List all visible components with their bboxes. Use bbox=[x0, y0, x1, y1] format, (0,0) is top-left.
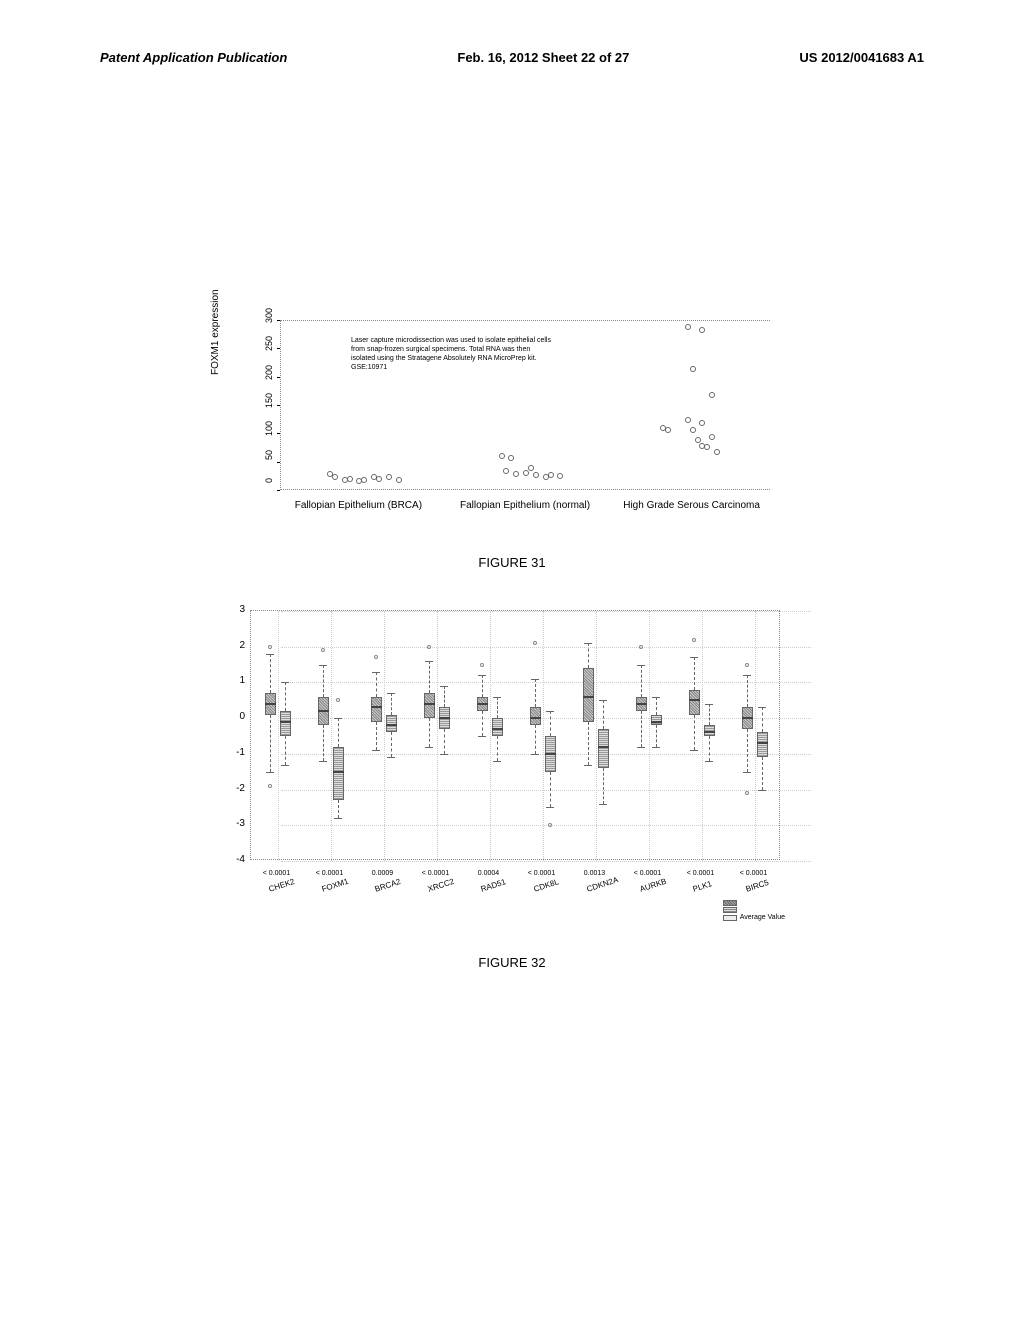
chart2-outlier bbox=[427, 645, 431, 649]
chart2-pvalue: < 0.0001 bbox=[308, 870, 352, 877]
chart1-data-point bbox=[396, 477, 402, 483]
chart2-pvalue: 0.0013 bbox=[573, 870, 617, 877]
chart1-xlabel: Fallopian Epithelium (normal) bbox=[445, 500, 605, 511]
chart1-data-point bbox=[690, 427, 696, 433]
chart2-outlier bbox=[268, 784, 272, 788]
chart2-box bbox=[424, 693, 435, 718]
header-right: US 2012/0041683 A1 bbox=[799, 50, 924, 65]
chart2-xtick: AURKB bbox=[638, 877, 667, 894]
chart1-data-point bbox=[499, 453, 505, 459]
chart1-xlabel: High Grade Serous Carcinoma bbox=[612, 500, 772, 511]
chart2-outlier bbox=[745, 663, 749, 667]
chart2-outlier bbox=[268, 645, 272, 649]
chart1-data-point bbox=[347, 476, 353, 482]
chart2-ytick: 1 bbox=[230, 675, 245, 686]
chart2-outlier bbox=[639, 645, 643, 649]
chart2-legend: Average Value bbox=[723, 900, 785, 922]
figure31-chart: FOXM1 expression Laser capture microdiss… bbox=[230, 320, 790, 520]
chart2-outlier bbox=[321, 648, 325, 652]
chart2-ytick: 2 bbox=[230, 640, 245, 651]
chart2-xtick: BRCA2 bbox=[373, 877, 401, 894]
chart1-data-point bbox=[699, 420, 705, 426]
chart2-outlier bbox=[692, 638, 696, 642]
figure32-label: FIGURE 32 bbox=[0, 955, 1024, 970]
chart2-xtick: BIRC5 bbox=[744, 878, 769, 894]
chart2-box bbox=[598, 729, 609, 768]
page-header: Patent Application Publication Feb. 16, … bbox=[0, 50, 1024, 65]
chart1-caption: Laser capture microdissection was used t… bbox=[351, 336, 551, 372]
chart2-outlier bbox=[480, 663, 484, 667]
chart2-outlier bbox=[745, 791, 749, 795]
figure32-chart: Average Value -4-3-2-10123CHEK2< 0.0001F… bbox=[220, 610, 790, 910]
chart1-data-point bbox=[704, 444, 710, 450]
chart1-plot-area: Laser capture microdissection was used t… bbox=[280, 320, 770, 490]
chart1-ylabel: FOXM1 expression bbox=[210, 289, 221, 375]
chart1-ytick: 200 bbox=[264, 365, 274, 383]
chart2-pvalue: < 0.0001 bbox=[255, 870, 299, 877]
chart2-ytick: -1 bbox=[230, 747, 245, 758]
chart1-data-point bbox=[513, 471, 519, 477]
chart1-ytick: 300 bbox=[264, 308, 274, 326]
chart2-ytick: -4 bbox=[230, 854, 245, 865]
chart2-ytick: -2 bbox=[230, 783, 245, 794]
chart2-xtick: XRCC2 bbox=[426, 877, 455, 894]
chart1-data-point bbox=[523, 470, 529, 476]
chart1-data-point bbox=[685, 417, 691, 423]
chart1-data-point bbox=[508, 455, 514, 461]
chart2-outlier bbox=[374, 655, 378, 659]
chart1-data-point bbox=[386, 474, 392, 480]
chart2-pvalue: 0.0009 bbox=[361, 870, 405, 877]
chart1-data-point bbox=[548, 472, 554, 478]
chart2-xtick: RAD51 bbox=[479, 877, 506, 894]
chart1-data-point bbox=[665, 427, 671, 433]
chart1-data-point bbox=[557, 473, 563, 479]
chart1-data-point bbox=[714, 449, 720, 455]
chart2-xtick: PLK1 bbox=[691, 879, 712, 894]
chart1-ytick: 100 bbox=[264, 421, 274, 439]
header-center: Feb. 16, 2012 Sheet 22 of 27 bbox=[457, 50, 629, 65]
chart2-outlier bbox=[548, 823, 552, 827]
chart1-data-point bbox=[332, 474, 338, 480]
chart2-ytick: 0 bbox=[230, 711, 245, 722]
chart2-pvalue: < 0.0001 bbox=[520, 870, 564, 877]
header-left: Patent Application Publication bbox=[100, 50, 287, 65]
chart1-data-point bbox=[695, 437, 701, 443]
chart1-data-point bbox=[503, 468, 509, 474]
chart1-data-point bbox=[699, 327, 705, 333]
chart2-pvalue: < 0.0001 bbox=[626, 870, 670, 877]
chart2-box bbox=[371, 697, 382, 722]
chart2-box bbox=[757, 732, 768, 757]
chart2-xtick: FOXM1 bbox=[320, 877, 349, 894]
chart2-pvalue: < 0.0001 bbox=[679, 870, 723, 877]
chart1-data-point bbox=[709, 434, 715, 440]
chart1-data-point bbox=[709, 392, 715, 398]
chart1-xlabel: Fallopian Epithelium (BRCA) bbox=[278, 500, 438, 511]
chart2-plot-area bbox=[250, 610, 780, 860]
chart1-ytick: 50 bbox=[264, 450, 274, 468]
chart2-xtick: CHEK2 bbox=[267, 877, 295, 894]
chart2-pvalue: 0.0004 bbox=[467, 870, 511, 877]
chart1-data-point bbox=[528, 465, 534, 471]
chart2-pvalue: < 0.0001 bbox=[732, 870, 776, 877]
chart2-outlier bbox=[533, 641, 537, 645]
chart2-xtick: CDKN2A bbox=[585, 875, 619, 894]
chart2-box bbox=[689, 690, 700, 715]
chart1-data-point bbox=[533, 472, 539, 478]
chart1-ytick: 250 bbox=[264, 336, 274, 354]
chart2-outlier bbox=[336, 698, 340, 702]
chart1-data-point bbox=[685, 324, 691, 330]
chart2-box bbox=[280, 711, 291, 736]
chart2-ytick: 3 bbox=[230, 604, 245, 615]
chart1-data-point bbox=[376, 476, 382, 482]
chart2-pvalue: < 0.0001 bbox=[414, 870, 458, 877]
chart1-data-point bbox=[690, 366, 696, 372]
chart1-ytick: 0 bbox=[264, 478, 274, 496]
chart2-xtick: CDK8L bbox=[532, 877, 559, 894]
chart2-ytick: -3 bbox=[230, 818, 245, 829]
figure31-label: FIGURE 31 bbox=[0, 555, 1024, 570]
chart2-box bbox=[333, 747, 344, 801]
chart1-data-point bbox=[361, 477, 367, 483]
chart1-ytick: 150 bbox=[264, 393, 274, 411]
